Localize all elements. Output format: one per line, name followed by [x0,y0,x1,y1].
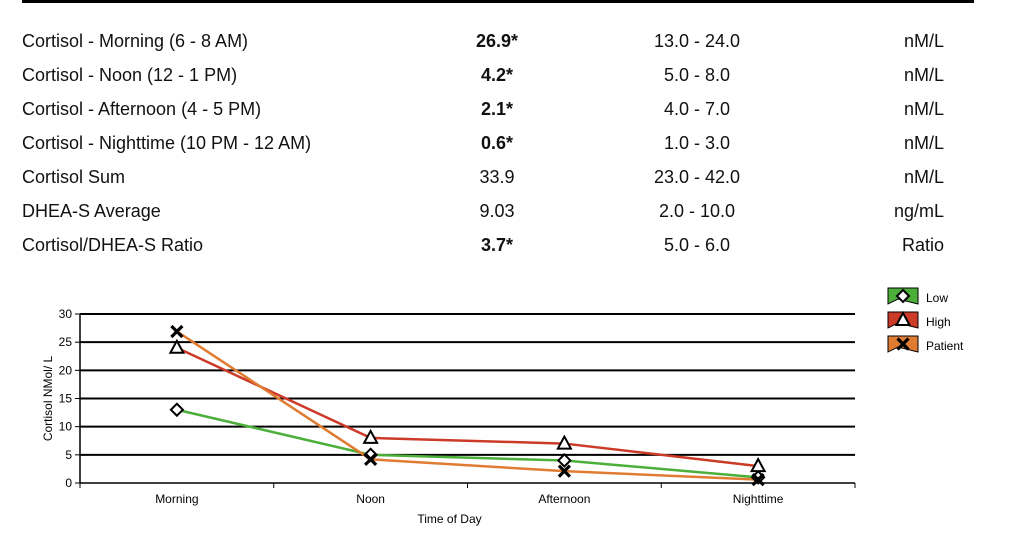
x-mark-stroke [363,452,378,466]
cortisol-chart: 0 5 10 15 20 25 30 Morning Noon Afternoon Nighttim… [41,287,964,526]
test-result: 2.1* [480,98,514,119]
data-point-high [556,434,573,450]
legend-label: Low [926,291,948,305]
reference-range: 1.0 - 3.0 [663,132,731,153]
test-units: nM/L [903,98,944,119]
test-units: nM/L [903,132,944,153]
legend-marker-high [894,310,912,326]
data-point-patient [363,452,378,466]
result-row: Cortisol - Nighttime (10 PM - 12 AM) 0.6*… [22,126,974,160]
series-line-low [176,408,759,479]
legend-label: High [926,315,951,329]
test-result: 33.9 [479,166,515,187]
y-axis-title: Cortisol NMol/ L [41,356,55,442]
y-tick-label: 20 [59,363,73,377]
reference-range: 5.0 - 6.0 [663,234,731,255]
data-point-patient [751,472,765,487]
result-row: Cortisol - Morning (6 - 8 AM) 26.9* 13.0 -… [22,24,974,58]
legend-marker-low [895,288,911,304]
test-result: 26.9* [475,30,519,51]
x-tick-label: Noon [356,492,385,506]
test-name: Cortisol Sum [22,166,126,187]
x-axis-title: Time of Day [417,512,481,526]
data-point-patient [557,464,572,478]
data-point-high [168,338,186,354]
result-row: DHEA-S Average 9.03 2.0 - 10.0 ng/mL [22,194,974,228]
test-result: 4.2* [480,64,514,85]
series-line-high [176,346,759,468]
reference-range: 23.0 - 42.0 [653,166,741,187]
test-result: 0.6* [480,132,514,153]
test-name: Cortisol - Afternoon (4 - 5 PM) [22,98,262,119]
legend-marker-patient [896,337,910,351]
reference-range: 2.0 - 10.0 [658,200,736,221]
data-point-patient [170,324,184,339]
test-name: Cortisol - Nighttime (10 PM - 12 AM) [22,132,312,153]
result-row: Cortisol Sum 33.9 23.0 - 42.0 nM/L [22,160,974,194]
y-tick-label: 0 [65,476,72,490]
reference-range: 4.0 - 7.0 [663,98,731,119]
x-mark-stroke [896,337,910,351]
results-table: Cortisol - Morning (6 - 8 AM) 26.9* 13.0 -… [22,24,974,262]
test-units: nM/L [903,166,944,187]
test-name: DHEA-S Average [22,200,161,221]
test-name: Cortisol - Morning (6 - 8 AM) [22,30,249,51]
test-result: 3.7* [480,234,514,255]
test-name: Cortisol/DHEA-S Ratio [22,234,204,255]
reference-range: 5.0 - 8.0 [663,64,731,85]
y-tick-label: 10 [59,420,73,434]
x-tick-label: Afternoon [538,492,590,506]
test-units: nM/L [903,30,944,51]
test-units: Ratio [901,234,944,255]
top-rule [22,0,974,3]
data-point-high [362,428,379,444]
test-units: ng/mL [893,200,944,221]
x-mark-stroke [557,464,572,478]
x-mark-stroke [170,324,184,339]
y-tick-label: 15 [59,392,73,406]
data-point-low [556,453,572,468]
x-tick-label: Morning [155,492,198,506]
result-row: Cortisol - Afternoon (4 - 5 PM) 2.1* 4.0 -… [22,92,974,126]
test-units: nM/L [903,64,944,85]
data-point-low [169,402,185,418]
series-line-patient [176,330,759,481]
y-tick-label: 5 [65,448,72,462]
result-row: Cortisol/DHEA-S Ratio 3.7* 5.0 - 6.0 Ratio [22,228,974,262]
y-tick-label: 30 [59,307,73,321]
data-point-high [749,457,767,473]
y-tick-label: 25 [59,335,73,349]
x-mark-stroke [751,472,765,487]
x-tick-label: Nighttime [733,492,784,506]
result-row: Cortisol - Noon (12 - 1 PM) 4.2* 5.0 - 8.0… [22,58,974,92]
test-name: Cortisol - Noon (12 - 1 PM) [22,64,238,85]
legend-label: Patient [926,339,964,353]
test-result: 9.03 [479,200,515,221]
reference-range: 13.0 - 24.0 [653,30,741,51]
